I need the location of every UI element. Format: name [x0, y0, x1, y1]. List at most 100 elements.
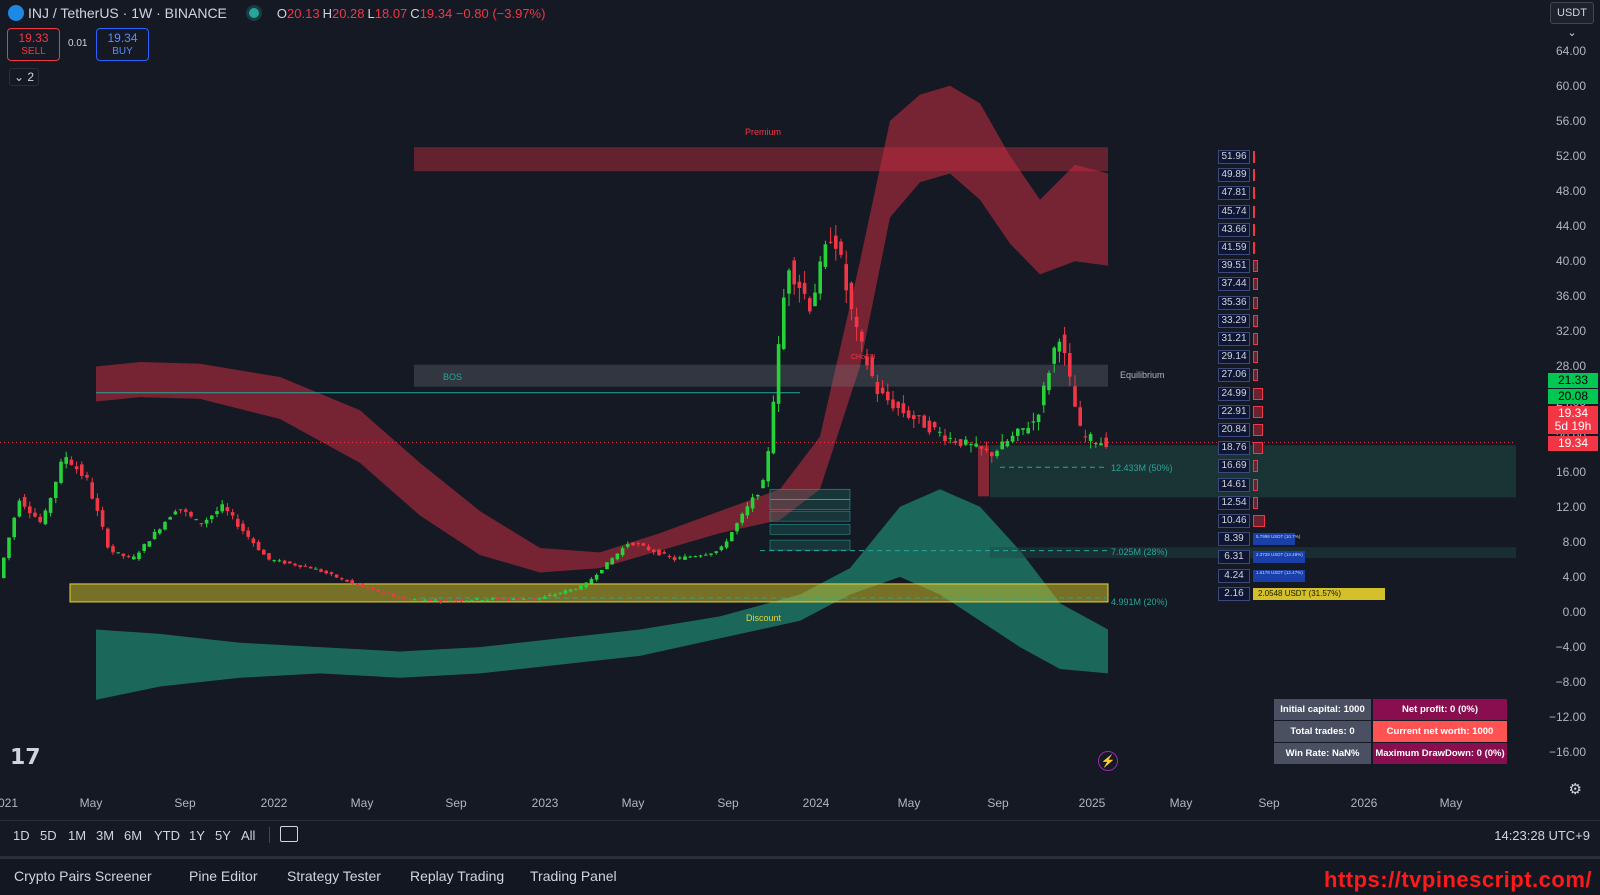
- candle-body: [912, 415, 916, 420]
- price-axis-label: 48.00: [1555, 184, 1586, 199]
- candle-body: [100, 510, 105, 527]
- candle-body: [329, 572, 334, 575]
- tab-trading-panel[interactable]: Trading Panel: [530, 868, 617, 884]
- divider: [269, 827, 270, 843]
- tf-1d[interactable]: 1D: [13, 828, 30, 843]
- vp-note-2: 2.0548 USDT (31.57%): [1258, 589, 1342, 598]
- symbol-title[interactable]: INJ / TetherUS · 1W · BINANCE: [28, 5, 227, 21]
- candle-body: [1042, 385, 1046, 406]
- candle-body: [158, 529, 162, 534]
- time-axis-label: 021: [0, 796, 19, 810]
- equilibrium-zone: [414, 364, 1108, 387]
- vp-level-label: 8.39: [1218, 532, 1250, 547]
- candle-body: [579, 585, 583, 590]
- candle-body: [121, 553, 126, 557]
- candle-body: [152, 531, 157, 540]
- candle-body: [849, 282, 854, 309]
- tf-5d[interactable]: 5D: [40, 828, 57, 843]
- candle-body: [1062, 334, 1067, 354]
- candle-body: [319, 569, 323, 572]
- vp-bar: [1253, 278, 1258, 291]
- candle-body: [95, 498, 100, 511]
- currency-selector[interactable]: USDT ⌄: [1550, 2, 1594, 39]
- time-axis-label: Sep: [987, 796, 1009, 810]
- price-tag: 21.33: [1548, 373, 1598, 388]
- tf-all[interactable]: All: [241, 828, 256, 843]
- settings-gear-icon[interactable]: ⚙: [1568, 781, 1582, 798]
- candle-body: [542, 596, 547, 599]
- price-axis-label: 52.00: [1555, 148, 1586, 163]
- candle-body: [522, 598, 526, 600]
- vp-note-8: 5.7998 USDT (10.7%): [1256, 534, 1301, 539]
- candle-body: [938, 431, 942, 433]
- candle-body: [516, 598, 521, 600]
- sell-button[interactable]: 19.33 SELL: [7, 28, 60, 61]
- vp-bar: [1253, 569, 1305, 582]
- tab-crypto-pairs-screener[interactable]: Crypto Pairs Screener: [14, 868, 152, 884]
- vp-bar: [1253, 460, 1258, 473]
- candle-body: [917, 415, 921, 417]
- volume-label-2: 7.025M (28%): [1111, 547, 1168, 557]
- supply-block: [978, 445, 989, 497]
- lightning-icon[interactable]: ⚡: [1098, 751, 1118, 771]
- candle-body: [366, 586, 370, 589]
- candle-body: [2, 557, 6, 578]
- candle-body: [38, 516, 42, 523]
- candle-body: [111, 546, 115, 553]
- symbol-header: INJ / TetherUS · 1W · BINANCE O20.13 H20…: [8, 3, 548, 23]
- price-axis-label: 56.00: [1555, 113, 1586, 128]
- candle-body: [558, 592, 562, 594]
- tf-1y[interactable]: 1Y: [189, 828, 205, 843]
- candle-body: [241, 523, 245, 532]
- candle-body: [792, 260, 796, 285]
- time-axis-label: 2024: [802, 796, 830, 810]
- price-axis-label: 8.00: [1562, 534, 1586, 549]
- buy-button[interactable]: 19.34 BUY: [96, 28, 149, 61]
- vp-bar: [1253, 478, 1258, 491]
- vp-bar: [1253, 314, 1258, 327]
- vp-level-label: 22.91: [1218, 404, 1250, 419]
- time-axis-label: 2025: [1078, 796, 1106, 810]
- candle-body: [449, 601, 453, 603]
- tradingview-logo-icon[interactable]: 𝟭𝟳: [10, 744, 41, 769]
- candle-body: [1036, 414, 1041, 423]
- calendar-icon[interactable]: [280, 826, 298, 842]
- candle-body: [69, 459, 74, 465]
- candle-body: [527, 599, 531, 601]
- vp-level-label: 39.51: [1218, 259, 1250, 274]
- candle-body: [225, 507, 230, 512]
- timeframe-bar: 1D 5D 1M 3M 6M YTD 1Y 5Y All 14:23:28 UT…: [0, 820, 1600, 848]
- clock[interactable]: 14:23:28 UTC+9: [1494, 828, 1590, 843]
- candle-body: [428, 599, 432, 601]
- candle-body: [688, 556, 692, 558]
- candle-body: [745, 506, 750, 516]
- candle-body: [423, 599, 427, 601]
- tf-5y[interactable]: 5Y: [215, 828, 231, 843]
- tf-6m[interactable]: 6M: [124, 828, 143, 843]
- candle-body: [17, 500, 22, 517]
- candle-body: [90, 482, 94, 499]
- price-axis-label: 32.00: [1555, 324, 1586, 339]
- candle-body: [802, 283, 807, 294]
- price-axis-label: 12.00: [1555, 499, 1586, 514]
- vp-level-label: 41.59: [1218, 241, 1250, 255]
- tab-replay-trading[interactable]: Replay Trading: [410, 868, 505, 884]
- order-block: [769, 510, 851, 522]
- tf-ytd[interactable]: YTD: [154, 828, 180, 843]
- tab-pine-editor[interactable]: Pine Editor: [189, 868, 258, 884]
- candle-body: [834, 235, 838, 249]
- candle-body: [293, 563, 297, 566]
- vp-bar: [1253, 533, 1295, 546]
- tf-3m[interactable]: 3M: [96, 828, 115, 843]
- price-tag: 5d 19h: [1548, 419, 1598, 434]
- discount-label: Discount: [746, 613, 782, 623]
- volume-label-3: 4.991M (20%): [1111, 597, 1168, 607]
- candle-body: [308, 566, 313, 569]
- candle-body: [823, 244, 828, 267]
- tab-strategy-tester[interactable]: Strategy Tester: [287, 868, 381, 884]
- candle-body: [990, 452, 994, 457]
- candle-body: [953, 441, 958, 443]
- indicators-toggle-button[interactable]: ⌄ 2: [9, 68, 39, 86]
- price-tag: 20.08: [1548, 389, 1598, 404]
- tf-1m[interactable]: 1M: [68, 828, 87, 843]
